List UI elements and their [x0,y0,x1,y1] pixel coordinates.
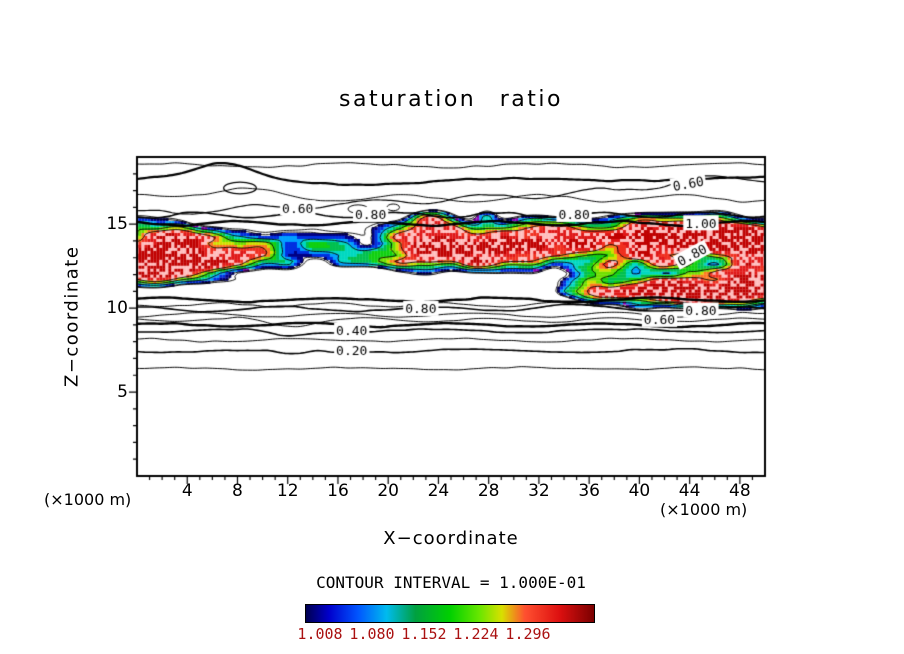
x-tick-label: 28 [477,481,500,501]
x-axis-label: X−coordinate [383,528,519,549]
x-tick-label: 4 [181,481,193,501]
x-tick-label: 24 [427,481,450,501]
colorbar-tick-label: 1.008 [297,625,343,643]
x-tick-label: 36 [578,481,600,501]
y-axis-label: Z−coordinate [61,245,83,388]
x-axis-unit: (×1000 m) [660,500,748,519]
y-tick-label: 5 [117,382,128,403]
x-tick-label: 44 [678,481,701,501]
y-tick-label: 10 [106,298,128,319]
contour-interval-text: CONTOUR INTERVAL = 1.000E-01 [316,573,586,592]
colorbar [305,604,595,623]
chart-title: saturation ratio [339,87,563,112]
colorbar-tick-label: 1.152 [401,625,447,643]
x-tick-label: 12 [276,481,299,501]
colorbar-tick-label: 1.080 [349,625,395,643]
x-tick-label: 32 [528,481,550,501]
x-tick-label: 40 [628,481,651,501]
x-tick-label: 16 [327,481,349,501]
z-axis-unit: (×1000 m) [44,490,132,509]
colorbar-tick-label: 1.296 [505,625,551,643]
y-tick-label: 15 [106,214,128,235]
colorbar-tick-label: 1.224 [453,625,499,643]
x-tick-label: 8 [232,481,243,501]
x-tick-label: 48 [729,481,751,501]
x-tick-label: 20 [377,481,399,501]
